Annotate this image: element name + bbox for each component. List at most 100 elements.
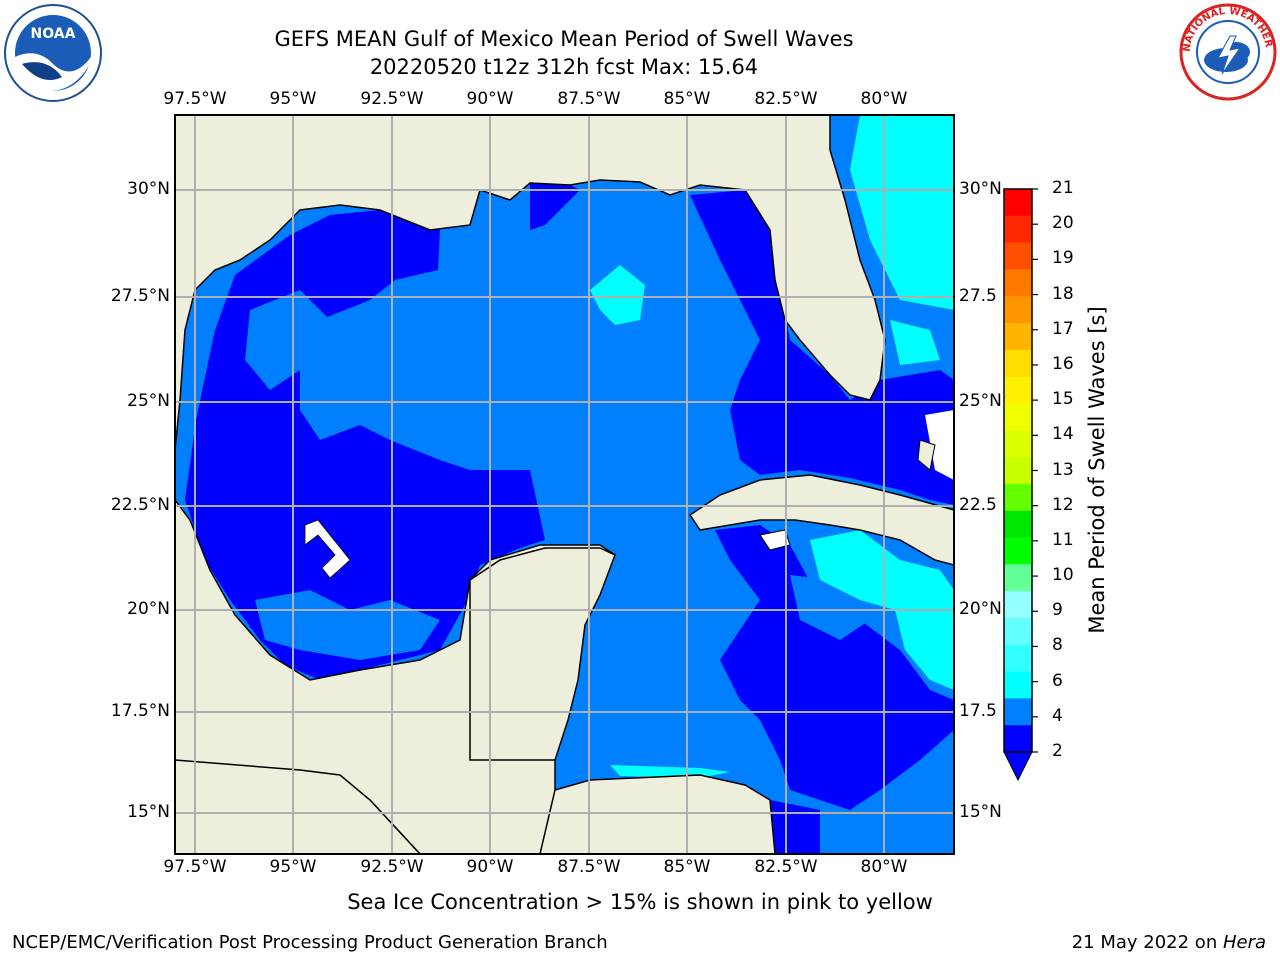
cyan-caribbean-east (810, 530, 954, 690)
footer-credit: NCEP/EMC/Verification Post Processing Pr… (12, 932, 608, 953)
land-cuba (688, 474, 954, 566)
blue-patch-caribbean (790, 575, 870, 640)
lat-tick-right: 27.5 (959, 286, 997, 306)
colorbar-segment (1004, 296, 1032, 324)
colorbar-label: Mean Period of Swell Waves [s] (1085, 306, 1109, 634)
colorbar-segment (1004, 457, 1032, 485)
nws-logo: NATIONAL WEATHER SERVICE (1178, 2, 1277, 101)
noaa-logo: NOAA (4, 4, 102, 102)
colorbar-segment (1004, 215, 1032, 244)
footer-date-text: 21 May 2022 on (1071, 932, 1223, 953)
cyan-atlantic (850, 115, 954, 310)
colorbar-tick-label: 15 (1052, 389, 1074, 410)
cyan-gulf-patch (590, 265, 645, 325)
lat-tick-left: 22.5°N (110, 495, 170, 515)
lat-tick-right: 25°N (959, 391, 1002, 411)
colorbar-tick-label: 8 (1052, 635, 1063, 656)
map-subtitle: 20220520 t12z 312h fcst Max: 15.64 (369, 55, 759, 79)
colorbar-segment (1004, 323, 1032, 351)
land-honduras (539, 774, 776, 854)
colorbar-segment (1004, 644, 1032, 673)
colorbar-tick-label: 4 (1052, 705, 1063, 726)
lon-tick-top: 95°W (269, 89, 317, 109)
lon-tick-bottom: 85°W (663, 857, 711, 877)
colorbar-tick-label: 18 (1052, 283, 1074, 304)
lat-tick-left: 27.5°N (110, 286, 170, 306)
colorbar-segment (1004, 349, 1032, 378)
blue-patch-west (245, 290, 330, 390)
blue-patch-southwest (255, 590, 440, 660)
lon-tick-top: 87.5°W (557, 89, 621, 109)
colorbar-extend-arrow (1003, 751, 1033, 782)
colorbar-segment (1004, 698, 1032, 726)
map-frame (174, 114, 955, 855)
colorbar-segment (1004, 403, 1032, 431)
colorbar-tick-label: 9 (1052, 600, 1063, 621)
colorbar-tick-label: 12 (1052, 494, 1074, 515)
colorbar-segment (1004, 617, 1032, 646)
colorbar-tick-label: 2 (1052, 741, 1063, 761)
colorbar-tick-label: 17 (1052, 318, 1074, 339)
white-nodata-island (304, 519, 351, 579)
colorbar-segment (1004, 725, 1032, 753)
colorbar-segment (1004, 483, 1032, 512)
gridlines (175, 115, 954, 854)
colorbar-segment (1004, 242, 1032, 270)
colorbar-segment (1004, 269, 1032, 297)
lon-tick-top: 97.5°W (163, 89, 227, 109)
footer-host: Hera (1222, 932, 1266, 953)
lat-tick-left: 25°N (127, 391, 170, 411)
lon-tick-top: 90°W (466, 89, 514, 109)
white-nodata-east (925, 410, 954, 480)
lat-tick-right: 15°N (959, 802, 1002, 822)
colorbar-segment (1004, 189, 1032, 217)
colorbar-tick-label: 21 (1052, 178, 1074, 198)
lon-tick-bottom: 95°W (269, 857, 317, 877)
colorbar-tick-label: 6 (1052, 670, 1063, 691)
land-bahamas (917, 439, 936, 471)
deep-blue-north-center (530, 180, 580, 230)
colorbar-tick-label: 10 (1052, 565, 1074, 586)
lat-tick-left: 20°N (127, 599, 170, 619)
colorbar-segment (1004, 510, 1032, 539)
lat-tick-right: 22.5 (959, 495, 997, 515)
colorbar-tick-label: 11 (1052, 529, 1074, 550)
land-central-america (175, 759, 422, 854)
lon-tick-bottom: 82.5°W (754, 857, 818, 877)
lon-tick-bottom: 92.5°W (360, 857, 424, 877)
lon-tick-bottom: 97.5°W (163, 857, 227, 877)
lat-tick-right: 30°N (959, 179, 1002, 199)
land-jamaica (759, 529, 791, 551)
lon-tick-bottom: 87.5°W (557, 857, 621, 877)
colorbar-segment (1004, 564, 1032, 592)
lon-tick-top: 92.5°W (360, 89, 424, 109)
deep-blue-northeast (690, 190, 954, 505)
colorbar-segment (1004, 671, 1032, 699)
colorbar-segment (1004, 537, 1032, 565)
colorbar-tick-label: 16 (1052, 353, 1074, 374)
colorbar-tick-label: 14 (1052, 424, 1074, 445)
lon-tick-bottom: 80°W (860, 857, 908, 877)
map-title: GEFS MEAN Gulf of Mexico Mean Period of … (274, 27, 854, 51)
lat-tick-left: 17.5°N (110, 701, 170, 721)
colorbar-segment (1004, 376, 1032, 404)
sea-ice-note: Sea Ice Concentration > 15% is shown in … (347, 890, 933, 914)
lon-tick-top: 80°W (860, 89, 908, 109)
lon-tick-top: 85°W (663, 89, 711, 109)
noaa-logo-text: NOAA (31, 26, 76, 42)
lon-tick-bottom: 90°W (466, 857, 514, 877)
colorbar (1003, 188, 1038, 782)
lat-tick-left: 30°N (127, 179, 170, 199)
colorbar-segment (1004, 591, 1032, 619)
cyan-east-patch (890, 320, 940, 365)
colorbar-tick-label: 19 (1052, 248, 1074, 269)
colorbar-tick-label: 13 (1052, 459, 1074, 480)
deep-blue-caribbean (715, 525, 954, 810)
footer-date: 21 May 2022 on Hera (1072, 932, 1266, 953)
map-plot-area (175, 115, 954, 854)
lon-tick-top: 82.5°W (754, 89, 818, 109)
lat-tick-left: 15°N (127, 802, 170, 822)
lat-tick-right: 20°N (959, 599, 1002, 619)
colorbar-tick-label: 20 (1052, 213, 1074, 234)
